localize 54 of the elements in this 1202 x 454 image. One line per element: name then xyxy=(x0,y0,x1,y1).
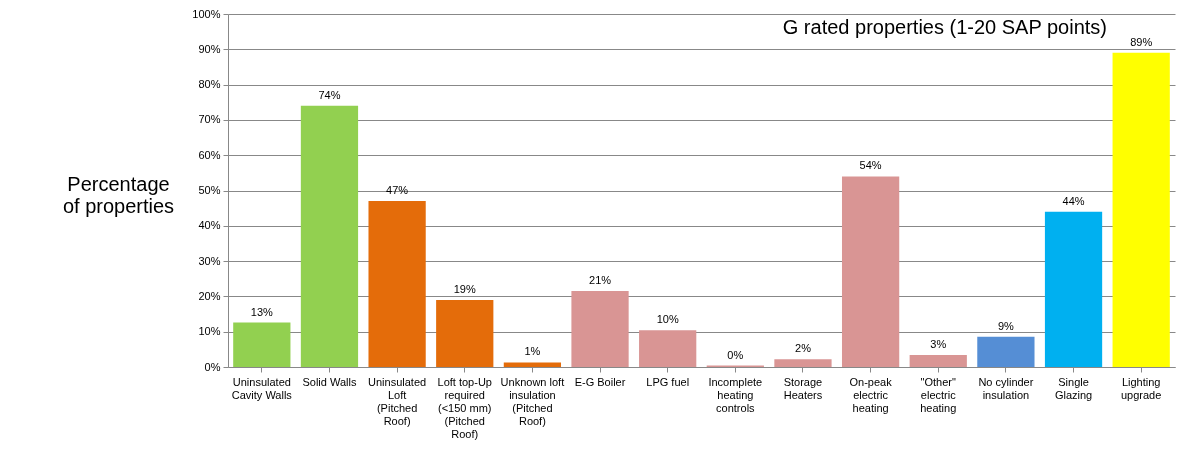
x-tick-label: E-G Boiler xyxy=(574,375,626,388)
y-tick-label: 20% xyxy=(198,289,221,302)
y-tick-label: 40% xyxy=(198,219,221,232)
y-tick-label: 70% xyxy=(198,113,221,126)
data-label: 0% xyxy=(727,348,744,361)
x-tick-label: Unknown loft insulation (Pitched Roof) xyxy=(500,375,565,427)
y-tick-label: 100% xyxy=(192,7,221,20)
bar xyxy=(841,176,900,367)
data-label: 44% xyxy=(1062,194,1085,207)
y-tick-label: 10% xyxy=(198,325,221,338)
data-label: 13% xyxy=(250,305,274,318)
y-tick-label: 60% xyxy=(198,148,221,161)
bar xyxy=(909,355,967,367)
x-tick-label: No cylinder insulation xyxy=(978,375,1034,401)
y-tick-label: 0% xyxy=(204,360,221,373)
bar xyxy=(1112,52,1170,367)
data-label: 54% xyxy=(859,159,882,172)
bar xyxy=(368,201,426,367)
bar xyxy=(1044,211,1103,367)
data-label: 74% xyxy=(318,88,341,101)
y-axis-title: Percentage of properties xyxy=(62,172,175,217)
y-tick-label: 50% xyxy=(198,184,221,196)
bar xyxy=(436,299,494,367)
bar xyxy=(571,291,629,367)
y-tick-label: 90% xyxy=(198,42,221,55)
x-tick-label: LPG fuel xyxy=(646,375,690,388)
x-tick-label: Single Glazing xyxy=(1054,375,1093,401)
bar xyxy=(977,336,1035,367)
y-tick-label: 80% xyxy=(198,78,221,91)
x-tick-label: Uninsulated Cavity Walls xyxy=(231,375,293,401)
data-label: 47% xyxy=(386,184,409,197)
data-label: 21% xyxy=(589,274,612,287)
bar xyxy=(503,362,562,367)
x-tick-label: "Other" electric heating xyxy=(920,375,957,414)
x-tick-label: Uninsulated Loft (Pitched Roof) xyxy=(368,375,427,427)
x-tick-label: Loft top-Up required (<150 mm) (Pitched Roof) xyxy=(437,375,492,440)
chart-title: G rated properties (1-20 SAP points) xyxy=(782,16,1107,38)
data-label: 3% xyxy=(930,338,947,350)
data-label: 19% xyxy=(453,282,476,295)
data-label: 9% xyxy=(997,319,1015,332)
data-label: 10% xyxy=(656,313,679,326)
x-tick-label: Solid Walls xyxy=(302,375,357,388)
y-tick-label: 30% xyxy=(198,254,221,267)
data-label: 1% xyxy=(524,345,541,358)
x-tick-label: Storage Heaters xyxy=(783,375,823,401)
bar xyxy=(774,359,832,367)
bar xyxy=(300,105,359,367)
x-tick-label: On-peak electric heating xyxy=(849,375,893,414)
bar xyxy=(233,322,291,367)
x-tick-label: Lighting upgrade xyxy=(1120,375,1162,401)
bar xyxy=(639,330,697,367)
data-label: 89% xyxy=(1130,35,1153,48)
x-tick-label: Incomplete heating controls xyxy=(708,375,763,414)
data-label: 2% xyxy=(795,342,812,355)
